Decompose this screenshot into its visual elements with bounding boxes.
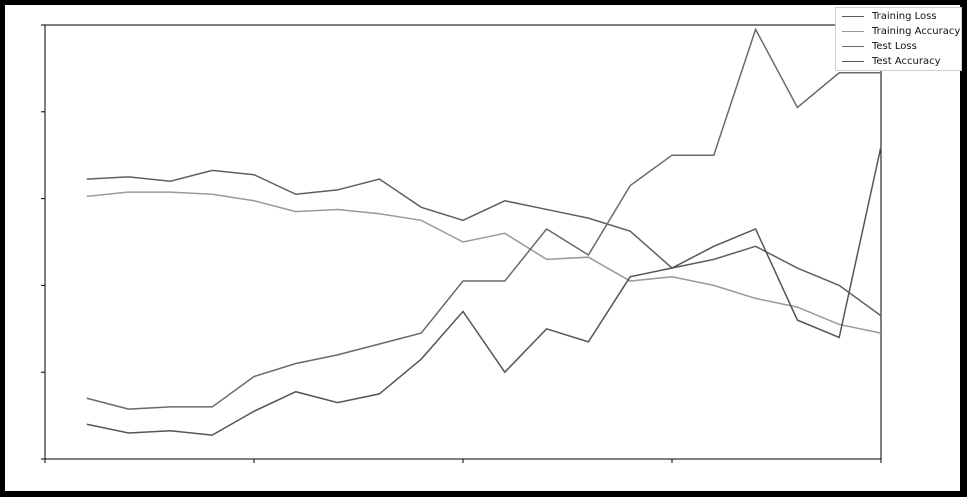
y-axis	[41, 24, 45, 460]
legend: Training Loss Training Accuracy Test Los…	[835, 7, 962, 71]
legend-label: Test Loss	[872, 41, 917, 52]
series-line-test-loss	[86, 27, 881, 410]
legend-swatch	[842, 16, 864, 17]
legend-item-test-loss: Test Loss	[836, 39, 961, 54]
series-line-training-accuracy	[86, 191, 882, 334]
series-line-training-loss	[86, 169, 882, 317]
series-layer	[86, 27, 882, 436]
legend-swatch	[842, 61, 864, 62]
legend-swatch	[842, 46, 864, 47]
series-line-test-accuracy	[86, 146, 882, 436]
legend-label: Training Loss	[872, 11, 937, 22]
chart-frame	[5, 5, 960, 491]
legend-item-training-accuracy: Training Accuracy	[836, 24, 961, 39]
legend-swatch	[842, 31, 864, 32]
legend-label: Training Accuracy	[872, 26, 961, 37]
legend-item-training-loss: Training Loss	[836, 9, 961, 24]
legend-label: Test Accuracy	[872, 56, 941, 67]
legend-item-test-accuracy: Test Accuracy	[836, 54, 961, 69]
x-axis	[44, 459, 882, 463]
